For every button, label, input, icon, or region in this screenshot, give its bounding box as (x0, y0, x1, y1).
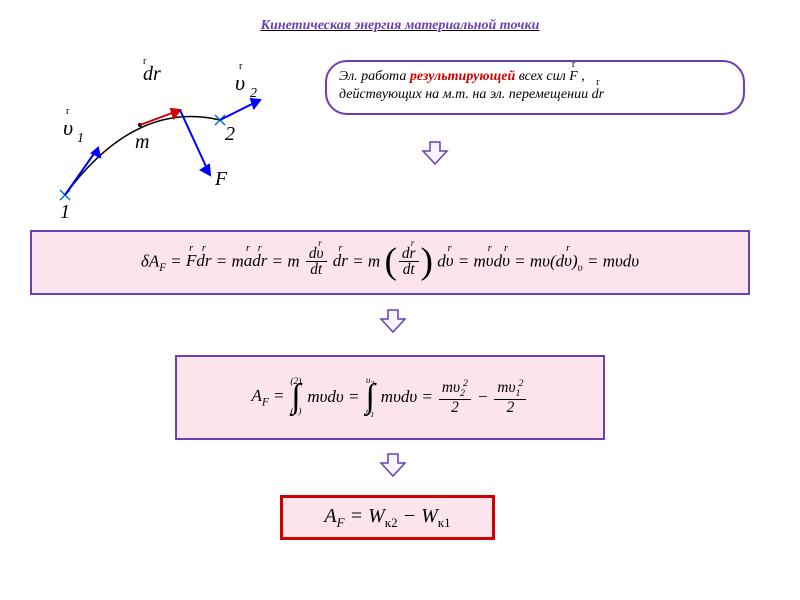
callout-text-1c: всех сил (515, 69, 569, 84)
callout-vec-F: rF (569, 68, 578, 86)
callout-text-2a: действующих на м.т. на эл. перемещении (339, 87, 592, 102)
v2-vector (220, 99, 260, 120)
callout-text-1a: Эл. работа (339, 69, 410, 84)
arrow-down-icon (378, 308, 408, 334)
label-m: m (135, 131, 149, 153)
flow-arrow-2 (378, 308, 408, 334)
callout-dr-symbol: dr (592, 87, 604, 102)
callout-F-symbol: F (569, 69, 578, 84)
trajectory-diagram: 1 2 m F dr r υ 1 r υ 2 r (25, 40, 285, 220)
callout-text-1b: результирующей (410, 69, 515, 84)
vec-arrow-icon: r (572, 58, 575, 71)
formula1-content: δAF = Fdr = madr = m dυdt dr = m (drdt) … (141, 246, 639, 279)
v1-vector (65, 148, 100, 195)
title-text: Кинетическая энергия материальной точки (261, 18, 540, 33)
trajectory-curve (65, 117, 220, 195)
label-v2-sub: 2 (250, 86, 257, 101)
arrow-down-icon (420, 140, 450, 166)
vec-arrow-icon: r (596, 76, 599, 89)
callout-box: Эл. работа результирующей всех сил rF , … (325, 60, 745, 115)
label-1: 1 (60, 201, 70, 220)
label-v2: υ (235, 70, 245, 95)
arrow-down-icon (378, 452, 408, 478)
formula-box-1: δAF = Fdr = madr = m dυdt dr = m (drdt) … (30, 230, 750, 295)
dr-vector (140, 109, 180, 125)
label-F: F (214, 168, 228, 190)
flow-arrow-3 (378, 452, 408, 478)
page-title: Кинетическая энергия материальной точки (261, 18, 540, 34)
f-vector (180, 110, 210, 175)
callout-comma: , (578, 69, 585, 84)
label-v1-sub: 1 (77, 131, 84, 146)
formula-box-2: AF = (2)∫(1) mυdυ = υ2∫υ1 mυdυ = mυ222 −… (175, 355, 605, 440)
formula2-content: AF = (2)∫(1) mυdυ = υ2∫υ1 mυdυ = mυ222 −… (252, 377, 529, 419)
label-v1: υ (63, 115, 73, 140)
formula-box-3: AF = Wк2 − Wк1 (280, 495, 495, 540)
label-2: 2 (225, 123, 235, 145)
diagram-svg: 1 2 m F dr r υ 1 r υ 2 r (25, 40, 285, 220)
flow-arrow-1 (420, 140, 450, 166)
formula3-content: AF = Wк2 − Wк1 (324, 505, 450, 531)
callout-vec-dr: rdr (592, 86, 604, 104)
